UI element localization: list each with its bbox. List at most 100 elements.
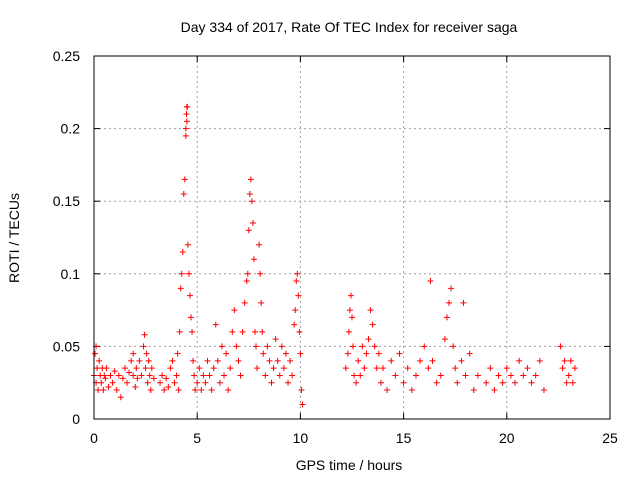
- data-point: [140, 343, 147, 350]
- x-tick-label: 20: [499, 430, 515, 446]
- data-point: [223, 350, 230, 357]
- data-point: [268, 379, 275, 386]
- data-point: [487, 365, 494, 372]
- data-point: [247, 176, 254, 183]
- data-point: [520, 372, 527, 379]
- data-point: [429, 357, 436, 364]
- data-point: [294, 270, 301, 277]
- data-point: [175, 386, 182, 393]
- data-point: [176, 328, 183, 335]
- data-point: [174, 350, 181, 357]
- data-point: [278, 343, 285, 350]
- data-point: [246, 190, 253, 197]
- x-tick-label: 10: [293, 430, 309, 446]
- y-tick-label: 0.25: [53, 48, 80, 64]
- data-point: [259, 328, 266, 335]
- data-point: [181, 176, 188, 183]
- data-point: [350, 343, 357, 350]
- data-point: [102, 375, 109, 382]
- data-point: [298, 386, 305, 393]
- data-point: [536, 357, 543, 364]
- data-point: [103, 365, 110, 372]
- data-point: [499, 379, 506, 386]
- data-point: [299, 401, 306, 408]
- data-point: [117, 394, 124, 401]
- data-point: [460, 299, 467, 306]
- data-point: [421, 343, 428, 350]
- data-point: [231, 307, 238, 314]
- data-point: [235, 357, 242, 364]
- data-point: [260, 350, 267, 357]
- data-point: [270, 365, 277, 372]
- chart-title: Day 334 of 2017, Rate Of TEC Index for r…: [181, 19, 518, 35]
- data-point: [133, 365, 140, 372]
- data-point: [157, 379, 164, 386]
- data-point: [142, 365, 149, 372]
- data-point: [239, 328, 246, 335]
- data-point: [355, 357, 362, 364]
- data-point: [448, 285, 455, 292]
- data-point: [136, 357, 143, 364]
- data-point: [100, 386, 107, 393]
- data-point: [107, 372, 114, 379]
- data-point: [262, 372, 269, 379]
- data-point: [495, 372, 502, 379]
- data-point: [470, 386, 477, 393]
- data-point: [218, 343, 225, 350]
- data-point: [173, 372, 180, 379]
- data-point: [353, 379, 360, 386]
- data-point: [182, 125, 189, 132]
- data-point: [248, 198, 255, 205]
- data-point: [361, 365, 368, 372]
- data-point: [249, 219, 256, 226]
- data-point: [345, 328, 352, 335]
- data-point: [491, 386, 498, 393]
- plot-frame: [93, 55, 611, 420]
- data-point: [540, 386, 547, 393]
- data-point: [244, 270, 251, 277]
- data-point: [516, 357, 523, 364]
- data-point: [227, 365, 234, 372]
- grid-lines: [94, 56, 610, 419]
- data-point: [169, 357, 176, 364]
- data-point: [95, 386, 102, 393]
- data-point: [221, 372, 228, 379]
- data-point: [146, 372, 153, 379]
- data-point: [143, 350, 150, 357]
- data-point: [443, 314, 450, 321]
- data-point: [241, 299, 248, 306]
- data-point: [569, 379, 576, 386]
- data-point: [126, 369, 133, 376]
- data-point: [412, 372, 419, 379]
- data-point: [384, 386, 391, 393]
- data-point: [113, 386, 120, 393]
- data-point: [561, 357, 568, 364]
- data-point: [404, 365, 411, 372]
- data-point: [291, 321, 298, 328]
- data-point: [144, 379, 151, 386]
- data-point: [272, 336, 279, 343]
- data-point: [163, 375, 170, 382]
- data-points: [91, 103, 578, 408]
- data-point: [206, 372, 213, 379]
- data-point: [400, 379, 407, 386]
- data-point: [180, 190, 187, 197]
- data-point: [191, 372, 198, 379]
- data-point: [225, 386, 232, 393]
- data-point: [357, 372, 364, 379]
- data-point: [130, 372, 137, 379]
- data-point: [171, 379, 178, 386]
- data-point: [178, 270, 185, 277]
- data-point: [375, 350, 382, 357]
- data-point: [392, 372, 399, 379]
- x-tick-label: 15: [396, 430, 412, 446]
- data-point: [452, 365, 459, 372]
- y-tick-label: 0.15: [53, 193, 80, 209]
- y-tick-label: 0.2: [61, 121, 81, 137]
- data-point: [214, 357, 221, 364]
- y-tick-label: 0.05: [53, 338, 80, 354]
- data-point: [212, 321, 219, 328]
- data-point: [289, 372, 296, 379]
